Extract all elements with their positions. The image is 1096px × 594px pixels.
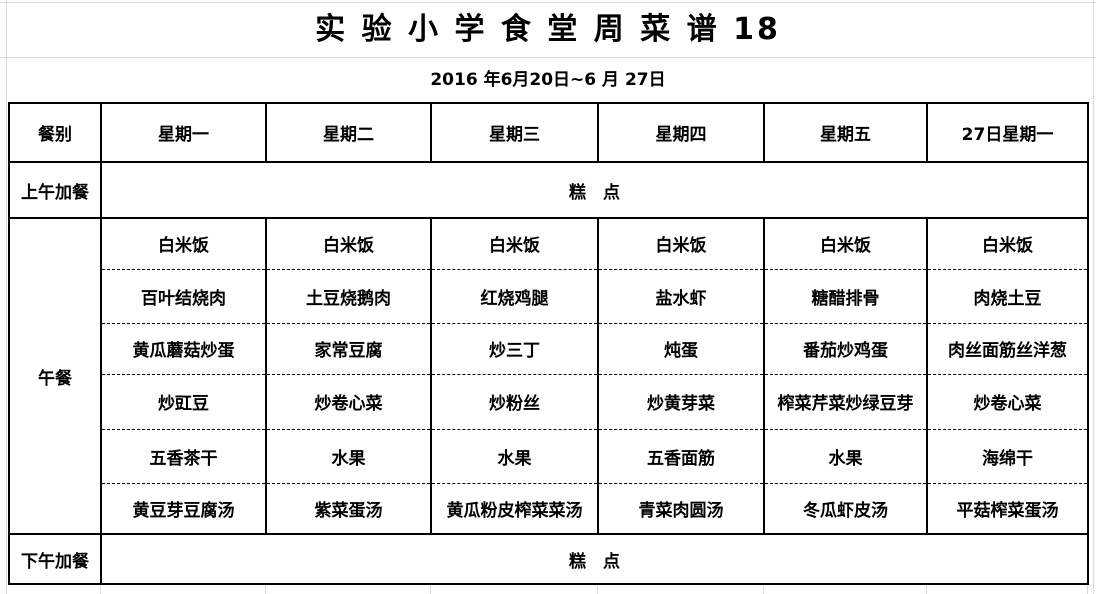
menu-cell: 冬瓜虾皮汤 — [763, 482, 927, 534]
menu-cell: 炒卷心菜 — [265, 373, 431, 429]
spreadsheet-gridline — [100, 584, 101, 594]
menu-cell: 水果 — [430, 428, 598, 483]
menu-cell: 海绵干 — [926, 428, 1088, 483]
day-header-monday: 星期一 — [100, 102, 266, 162]
lunch-row: 百叶结烧肉 土豆烧鹅肉 红烧鸡腿 盐水虾 糖醋排骨 肉烧土豆 — [9, 268, 1088, 323]
menu-cell: 肉烧土豆 — [926, 268, 1088, 323]
menu-cell: 榨菜芹菜炒绿豆芽 — [763, 373, 927, 429]
spreadsheet-gridline — [763, 584, 764, 594]
menu-cell: 白米饭 — [265, 217, 431, 269]
menu-cell: 白米饭 — [763, 217, 927, 269]
spreadsheet-gridline — [265, 584, 266, 594]
row-label-morning-snack: 上午加餐 — [8, 161, 101, 218]
lunch-row: 午餐 白米饭 白米饭 白米饭 白米饭 白米饭 白米饭 — [8, 217, 1088, 534]
menu-cell: 水果 — [763, 428, 927, 483]
lunch-row: 黄豆芽豆腐汤 紫菜蛋汤 黄瓜粉皮榨菜菜汤 青菜肉圆汤 冬瓜虾皮汤 平菇榨菜蛋汤 — [9, 482, 1088, 534]
menu-cell: 黄瓜蘑菇炒蛋 — [100, 322, 266, 374]
menu-cell: 黄瓜粉皮榨菜菜汤 — [430, 482, 598, 534]
afternoon-snack-value: 糕 点 — [100, 533, 1088, 584]
menu-cell: 白米饭 — [430, 217, 598, 269]
menu-cell: 黄豆芽豆腐汤 — [100, 482, 266, 534]
spreadsheet-gridline — [0, 2, 1096, 3]
spreadsheet-gridline — [430, 584, 431, 594]
menu-cell: 五香茶干 — [100, 428, 266, 483]
date-range: 2016 年6月20日~6 月 27日 — [430, 70, 666, 90]
menu-cell: 白米饭 — [597, 217, 764, 269]
menu-cell: 白米饭 — [926, 217, 1088, 269]
day-header-tuesday: 星期二 — [265, 102, 431, 162]
menu-cell: 红烧鸡腿 — [430, 268, 598, 323]
afternoon-snack-row: 下午加餐 糕 点 — [8, 533, 1088, 584]
spreadsheet-gridline — [6, 0, 7, 594]
menu-cell: 糖醋排骨 — [763, 268, 927, 323]
menu-cell: 青菜肉圆汤 — [597, 482, 764, 534]
day-header-monday-27th: 27日星期一 — [926, 102, 1088, 162]
header-row: 餐别 星期一 星期二 星期三 星期四 星期五 27日星期一 — [8, 102, 1088, 162]
menu-cell: 盐水虾 — [597, 268, 764, 323]
spreadsheet-gridline — [0, 57, 1096, 58]
menu-cell: 炒豇豆 — [100, 373, 266, 429]
menu-cell: 紫菜蛋汤 — [265, 482, 431, 534]
menu-cell: 炒粉丝 — [430, 373, 598, 429]
page-title: 实 验 小 学 食 堂 周 菜 谱 18 — [315, 12, 781, 47]
menu-cell: 炒卷心菜 — [926, 373, 1088, 429]
menu-cell: 水果 — [265, 428, 431, 483]
menu-cell: 五香面筋 — [597, 428, 764, 483]
spreadsheet-gridline — [1093, 0, 1094, 594]
lunch-row: 黄瓜蘑菇炒蛋 家常豆腐 炒三丁 炖蛋 番茄炒鸡蛋 肉丝面筋丝洋葱 — [9, 322, 1088, 374]
day-header-friday: 星期五 — [763, 102, 927, 162]
menu-cell: 百叶结烧肉 — [100, 268, 266, 323]
day-header-thursday: 星期四 — [597, 102, 764, 162]
lunch-row: 五香茶干 水果 水果 五香面筋 水果 海绵干 — [9, 428, 1088, 483]
menu-cell: 平菇榨菜蛋汤 — [926, 482, 1088, 534]
menu-cell: 白米饭 — [100, 217, 266, 269]
corner-header-meal-type: 餐别 — [8, 102, 101, 162]
menu-cell: 炖蛋 — [597, 322, 764, 374]
menu-cell: 土豆烧鹅肉 — [265, 268, 431, 323]
menu-cell: 肉丝面筋丝洋葱 — [926, 322, 1088, 374]
lunch-row: 炒豇豆 炒卷心菜 炒粉丝 炒黄芽菜 榨菜芹菜炒绿豆芽 炒卷心菜 — [9, 373, 1088, 429]
morning-snack-value: 糕 点 — [100, 161, 1088, 218]
spreadsheet-gridline — [1087, 584, 1088, 594]
morning-snack-row: 上午加餐 糕 点 — [8, 161, 1088, 218]
menu-cell: 番茄炒鸡蛋 — [763, 322, 927, 374]
menu-table: 餐别 星期一 星期二 星期三 星期四 星期五 27日星期一 上午加餐 糕 点 午… — [8, 102, 1089, 585]
row-label-lunch: 午餐 — [8, 217, 101, 534]
row-label-afternoon-snack: 下午加餐 — [8, 533, 101, 584]
day-header-wednesday: 星期三 — [430, 102, 598, 162]
menu-cell: 家常豆腐 — [265, 322, 431, 374]
menu-cell: 炒黄芽菜 — [597, 373, 764, 429]
spreadsheet-gridline — [926, 584, 927, 594]
spreadsheet-gridline — [597, 584, 598, 594]
menu-cell: 炒三丁 — [430, 322, 598, 374]
